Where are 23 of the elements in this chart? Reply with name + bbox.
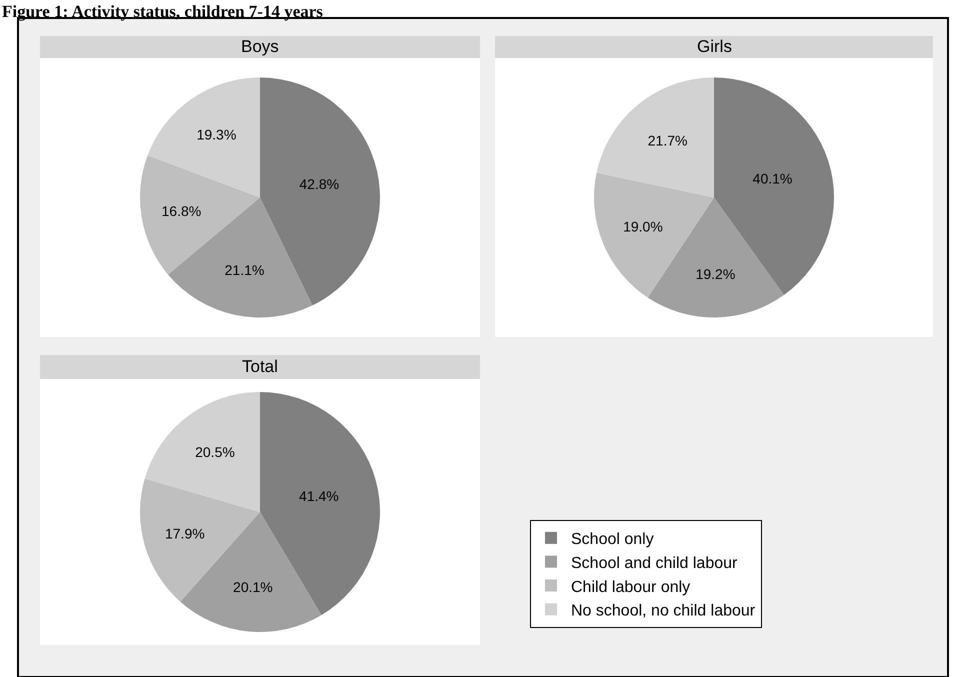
data-label: 21.7%	[648, 132, 688, 148]
data-label: 19.0%	[623, 218, 663, 235]
legend-label: No school, no child labour	[571, 602, 756, 620]
chart-title: Girls	[697, 37, 732, 56]
data-label: 41.4%	[299, 488, 339, 504]
chart-title: Boys	[241, 37, 279, 56]
legend-label: Child labour only	[571, 578, 690, 596]
data-label: 17.9%	[164, 526, 205, 542]
pie-slice	[596, 78, 714, 198]
data-label: 40.1%	[752, 170, 792, 187]
pie-slice	[144, 392, 260, 512]
data-label: 16.8%	[161, 202, 202, 219]
data-label: 21.1%	[224, 262, 264, 278]
data-label: 19.3%	[196, 126, 236, 143]
data-label: 42.8%	[299, 176, 340, 192]
pie-slice	[148, 78, 260, 198]
data-label: 20.5%	[195, 444, 235, 460]
data-label: 20.1%	[233, 579, 273, 596]
legend-label: School and child labour	[571, 554, 738, 572]
caption: Figure 1: Activity status, children 7-14 years	[2, 2, 324, 21]
legend-label: School only	[571, 531, 654, 548]
chart-title: Total	[242, 357, 278, 376]
data-label: 19.2%	[696, 266, 736, 282]
